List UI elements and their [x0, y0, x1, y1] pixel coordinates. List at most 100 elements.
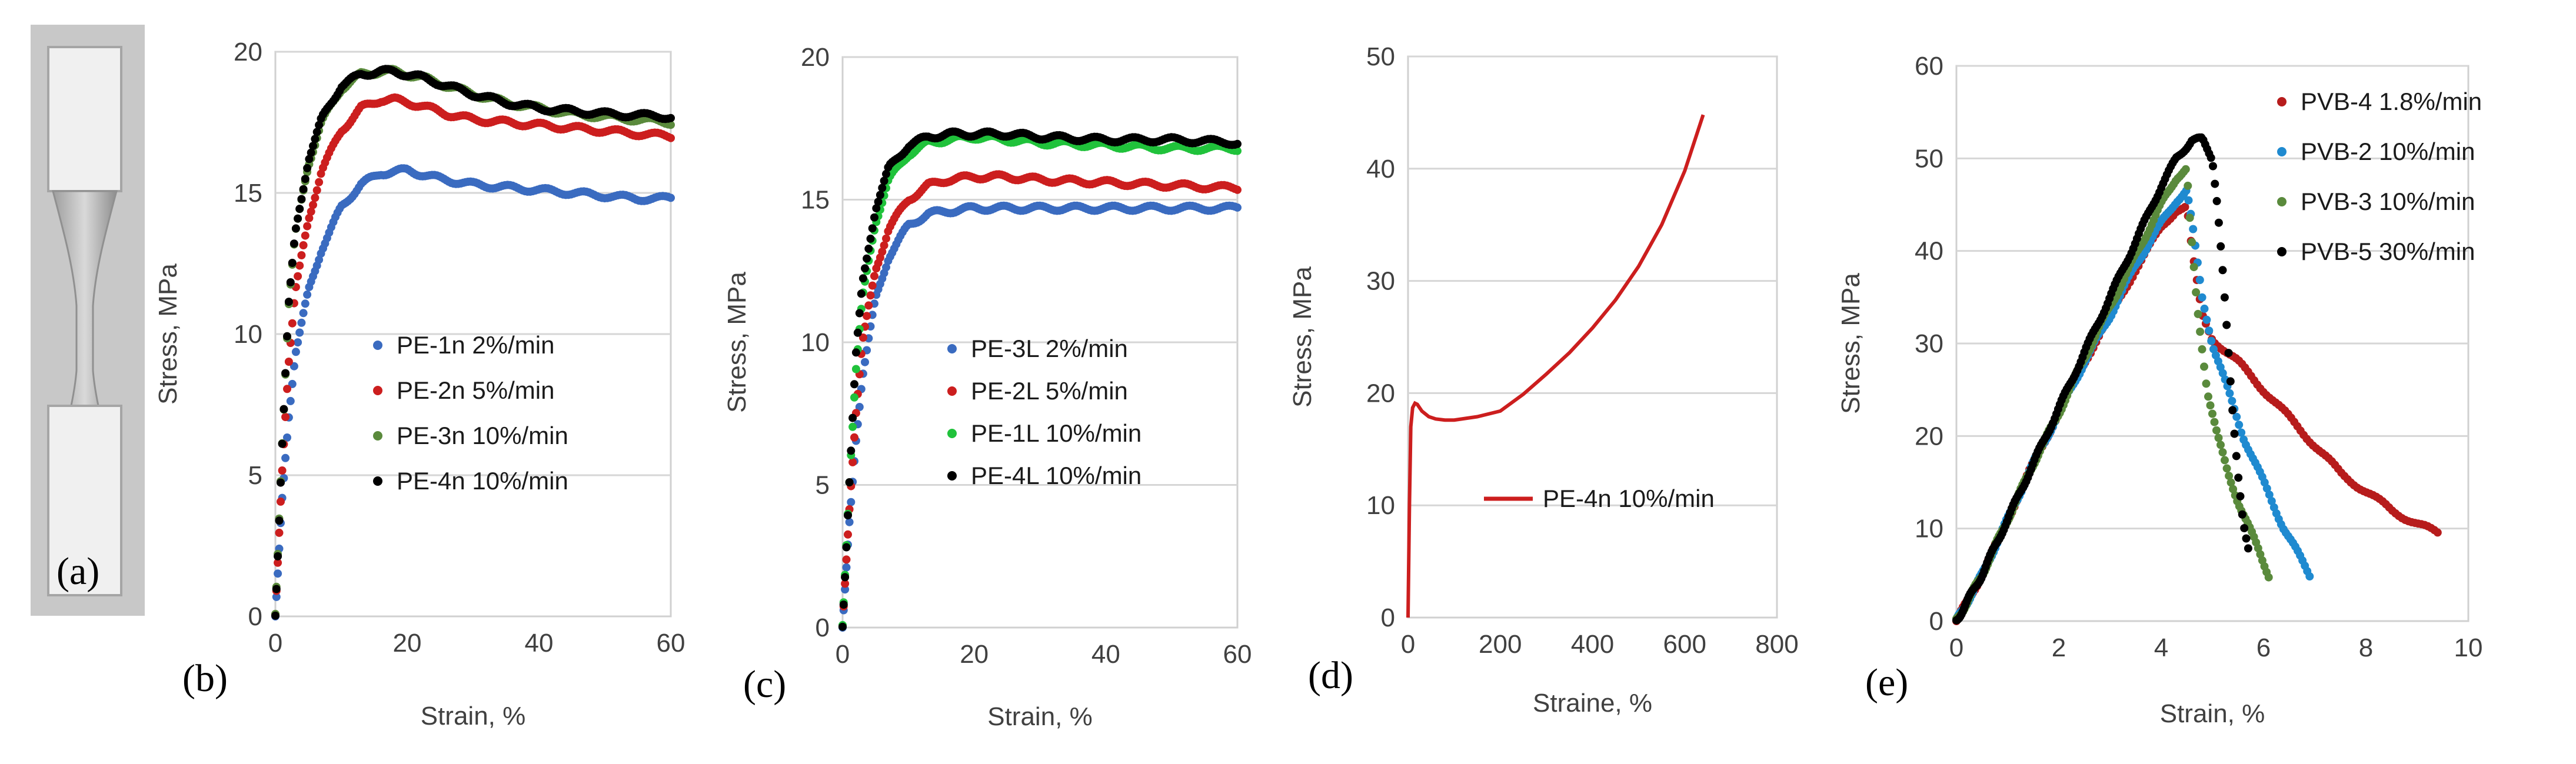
data-point	[2209, 162, 2217, 171]
data-point	[882, 169, 890, 178]
data-point	[868, 224, 877, 233]
data-point	[2235, 421, 2244, 429]
legend-swatch	[373, 431, 382, 441]
data-point	[844, 511, 852, 520]
data-point	[297, 195, 306, 203]
data-point	[274, 558, 282, 567]
data-point	[880, 241, 888, 250]
data-point	[841, 573, 850, 582]
data-point	[281, 369, 290, 378]
data-point	[294, 214, 302, 223]
y-tick-label: 10	[234, 320, 262, 349]
y-axis-title: Stress, MPa	[723, 272, 751, 413]
y-axis-title: Stress, MPa	[1836, 273, 1865, 414]
data-point	[853, 328, 862, 337]
y-tick-label: 30	[1366, 267, 1395, 296]
x-axis-title: Strain, %	[421, 702, 526, 730]
data-point	[2225, 389, 2234, 398]
data-point	[2181, 165, 2190, 174]
data-point	[851, 365, 860, 373]
data-point	[311, 193, 319, 202]
data-point	[271, 611, 279, 620]
data-point	[284, 298, 293, 306]
legend-label: PE-4n 10%/min	[1543, 485, 1715, 512]
data-point	[2228, 396, 2236, 405]
data-point	[2211, 179, 2219, 188]
data-point	[878, 248, 887, 256]
data-point	[2237, 428, 2246, 437]
data-point	[315, 121, 324, 129]
data-point	[2184, 181, 2192, 190]
data-point	[839, 600, 848, 609]
data-point	[880, 176, 888, 185]
y-tick-label: 10	[1366, 491, 1395, 520]
data-point	[2242, 534, 2251, 543]
data-point	[294, 338, 302, 347]
data-point	[2188, 238, 2196, 246]
y-tick-label: 20	[1366, 379, 1395, 408]
data-point	[667, 193, 675, 202]
legend-label: PVB-4 1.8%/min	[2301, 88, 2482, 115]
x-tick-label: 2	[2052, 633, 2066, 662]
data-point	[2222, 321, 2231, 329]
data-point	[2218, 448, 2227, 456]
data-point	[2264, 573, 2273, 582]
y-tick-label: 40	[1366, 155, 1395, 184]
series-b-0	[271, 164, 675, 620]
series-e-2	[1952, 165, 2273, 623]
data-point	[303, 290, 312, 299]
series-c-1	[838, 170, 1242, 630]
x-axis-title: Strain, %	[2160, 699, 2265, 728]
data-point	[299, 241, 308, 249]
legend-swatch	[373, 341, 382, 350]
data-point	[288, 379, 297, 388]
y-axis-title: Stress, MPa	[1288, 266, 1317, 408]
data-point	[291, 348, 300, 356]
data-point	[283, 385, 291, 393]
legend-entry: PVB-3 10%/min	[2277, 188, 2475, 215]
series-c-0	[838, 201, 1242, 632]
x-tick-label: 10	[2454, 633, 2483, 662]
legend-label: PVB-3 10%/min	[2301, 188, 2475, 215]
data-point	[278, 466, 287, 475]
data-point	[2194, 309, 2202, 318]
data-point	[863, 312, 871, 321]
data-point	[667, 134, 675, 142]
legend-label: PE-1n 2%/min	[397, 331, 554, 359]
data-point	[848, 413, 857, 422]
data-point	[858, 333, 867, 342]
data-point	[841, 579, 850, 588]
data-point	[297, 251, 306, 259]
data-point	[2226, 478, 2235, 487]
data-point	[845, 478, 854, 486]
legend-label: PE-2n 5%/min	[397, 376, 554, 404]
data-point	[2228, 406, 2237, 415]
data-point	[301, 175, 309, 184]
x-tick-label: 60	[657, 629, 685, 658]
y-tick-label: 0	[248, 602, 262, 631]
panel-c: 0 5 10 15 20 0 20 40 60 Strain, % Stress, MPa PE-3L…	[723, 43, 1252, 731]
data-point	[288, 319, 297, 328]
data-point	[1233, 203, 1242, 212]
series-line	[1406, 114, 1705, 618]
legend-entry: PE-4n 10%/min	[373, 467, 568, 495]
data-point	[1233, 146, 1242, 155]
data-point	[2305, 572, 2314, 580]
data-point	[2236, 492, 2245, 501]
legend-swatch	[947, 344, 957, 353]
x-tick-label: 8	[2359, 633, 2373, 662]
legend-label: PE-4L 10%/min	[971, 462, 1141, 489]
data-point	[2210, 418, 2219, 426]
data-point	[2234, 473, 2243, 482]
legend-entry: PE-2n 5%/min	[373, 376, 554, 404]
y-tick-label: 10	[801, 328, 830, 357]
legend-entry: PVB-5 30%/min	[2277, 238, 2475, 265]
legend-entry: PE-4L 10%/min	[947, 462, 1141, 489]
data-point	[2433, 528, 2442, 537]
data-point	[2200, 304, 2209, 313]
legend-label: PE-2L 5%/min	[971, 377, 1128, 405]
data-point	[863, 254, 871, 263]
x-tick-label: 6	[2257, 633, 2271, 662]
data-point	[2267, 497, 2276, 505]
data-point	[286, 396, 295, 405]
